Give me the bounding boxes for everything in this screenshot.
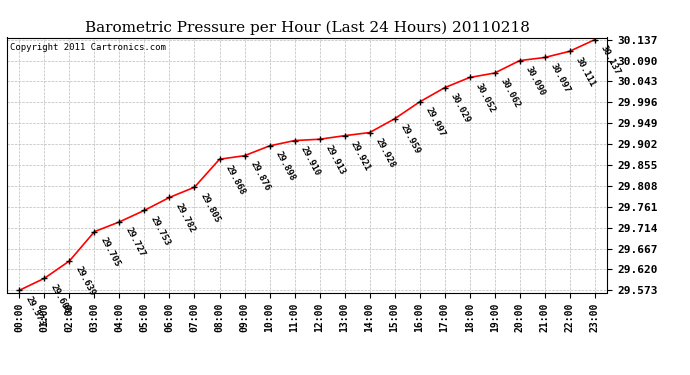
Text: 29.910: 29.910 bbox=[299, 145, 322, 177]
Text: 30.097: 30.097 bbox=[549, 62, 572, 94]
Text: 29.928: 29.928 bbox=[374, 137, 397, 170]
Text: 29.639: 29.639 bbox=[74, 265, 97, 298]
Text: 29.705: 29.705 bbox=[99, 236, 121, 268]
Text: 30.062: 30.062 bbox=[499, 77, 522, 110]
Text: 29.868: 29.868 bbox=[224, 164, 247, 196]
Text: 29.913: 29.913 bbox=[324, 143, 347, 176]
Text: 29.727: 29.727 bbox=[124, 226, 147, 259]
Text: 29.876: 29.876 bbox=[248, 160, 272, 192]
Text: 29.997: 29.997 bbox=[424, 106, 447, 139]
Text: 29.782: 29.782 bbox=[174, 202, 197, 234]
Text: 30.137: 30.137 bbox=[599, 44, 622, 76]
Text: 29.600: 29.600 bbox=[48, 282, 72, 315]
Text: 30.029: 30.029 bbox=[448, 92, 472, 124]
Text: 30.052: 30.052 bbox=[474, 82, 497, 114]
Text: 29.898: 29.898 bbox=[274, 150, 297, 183]
Text: 29.753: 29.753 bbox=[148, 214, 172, 247]
Text: Copyright 2011 Cartronics.com: Copyright 2011 Cartronics.com bbox=[10, 43, 166, 52]
Text: 29.959: 29.959 bbox=[399, 123, 422, 156]
Text: 29.921: 29.921 bbox=[348, 140, 372, 172]
Text: 29.573: 29.573 bbox=[23, 294, 47, 327]
Text: 29.805: 29.805 bbox=[199, 191, 221, 224]
Text: 30.090: 30.090 bbox=[524, 65, 547, 98]
Title: Barometric Pressure per Hour (Last 24 Hours) 20110218: Barometric Pressure per Hour (Last 24 Ho… bbox=[85, 21, 529, 35]
Text: 30.111: 30.111 bbox=[574, 56, 597, 88]
